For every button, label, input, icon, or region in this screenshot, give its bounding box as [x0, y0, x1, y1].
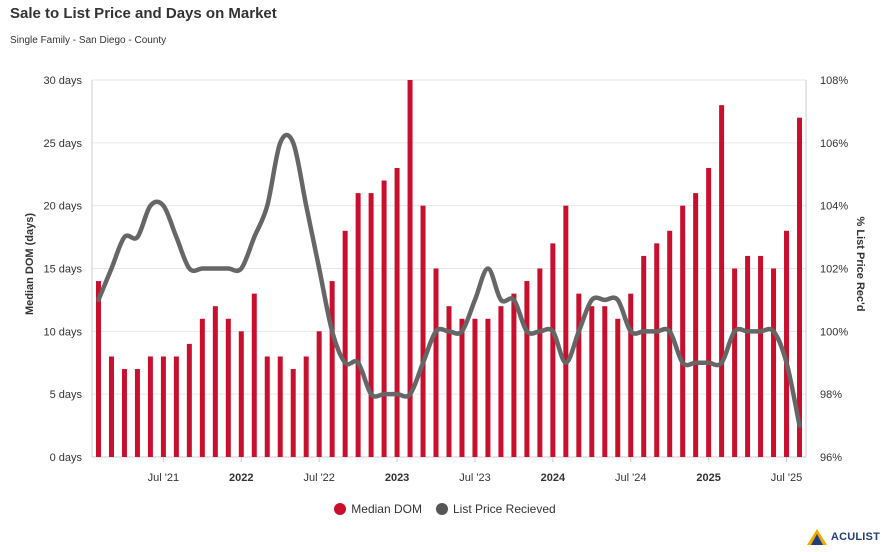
chart-subtitle: Single Family - San Diego - County — [10, 35, 167, 46]
bar-median-dom[interactable] — [524, 281, 530, 457]
bar-median-dom[interactable] — [186, 343, 192, 457]
bar-median-dom[interactable] — [199, 318, 205, 457]
x-tick-label: Jul '23 — [459, 472, 490, 484]
bar-median-dom[interactable] — [446, 306, 452, 457]
bar-median-dom[interactable] — [264, 356, 270, 457]
x-tick-label: 2023 — [385, 472, 409, 484]
right-tick-label: 100% — [820, 326, 848, 338]
bar-median-dom[interactable] — [95, 281, 101, 457]
right-tick-label: 102% — [820, 264, 848, 276]
bar-median-dom[interactable] — [602, 306, 608, 457]
bar-median-dom[interactable] — [381, 180, 387, 458]
legend-item-median-dom[interactable]: Median DOM — [334, 502, 422, 516]
bar-median-dom[interactable] — [537, 268, 543, 458]
line-series — [96, 132, 802, 428]
bar-median-dom[interactable] — [225, 318, 231, 457]
bar-median-dom[interactable] — [485, 318, 491, 457]
bar-median-dom[interactable] — [121, 369, 127, 457]
bar-median-dom[interactable] — [589, 306, 595, 457]
bar-median-dom[interactable] — [563, 205, 569, 457]
legend-item-list-price[interactable]: List Price Recieved — [435, 502, 556, 516]
logo-text: ACULIST — [830, 531, 880, 543]
right-tick-label: 106% — [820, 138, 848, 150]
x-tick-label: 2022 — [229, 472, 253, 484]
bar-median-dom[interactable] — [459, 318, 465, 457]
bar-median-dom[interactable] — [498, 306, 504, 457]
bar-median-dom[interactable] — [303, 356, 309, 457]
right-tick-label: 108% — [820, 75, 848, 87]
bars — [95, 80, 803, 458]
bar-median-dom[interactable] — [576, 293, 582, 457]
bar-median-dom[interactable] — [147, 356, 153, 457]
legend: Median DOM List Price Recieved — [0, 502, 890, 516]
left-tick-label: 15 days — [43, 264, 82, 276]
bar-median-dom[interactable] — [797, 117, 803, 457]
bar-median-dom[interactable] — [667, 230, 673, 457]
bar-median-dom[interactable] — [238, 331, 244, 457]
bar-median-dom[interactable] — [706, 167, 712, 457]
left-axis-title: Median DOM (days) — [24, 213, 36, 315]
right-axis-ticks: 96% 98% 100% 102% 104% 106% 108% — [820, 75, 848, 464]
x-tick-label: 2024 — [541, 472, 566, 484]
line-list-price-received[interactable] — [96, 132, 802, 428]
legend-swatch-line — [435, 503, 448, 515]
x-tick-label: Jul '25 — [771, 472, 802, 484]
left-tick-label: 25 days — [43, 138, 82, 150]
right-tick-label: 98% — [820, 389, 842, 401]
bar-median-dom[interactable] — [628, 293, 634, 457]
x-axis-ticks: Jul '21 2022 Jul '22 2023 Jul '23 2024 Jul '24… — [148, 457, 802, 484]
right-axis-title: % List Price Rec'd — [854, 217, 866, 312]
left-tick-label: 20 days — [43, 201, 82, 213]
bar-median-dom[interactable] — [251, 293, 257, 457]
bar-median-dom[interactable] — [407, 80, 413, 457]
left-tick-label: 5 days — [50, 389, 83, 401]
bar-median-dom[interactable] — [355, 193, 361, 457]
bar-median-dom[interactable] — [173, 356, 179, 457]
bar-median-dom[interactable] — [368, 193, 374, 457]
left-axis-ticks: 0 days 5 days 10 days 15 days 20 days 25 days… — [43, 75, 82, 464]
left-tick-label: 10 days — [43, 326, 82, 338]
legend-label: Median DOM — [351, 502, 422, 516]
bar-median-dom[interactable] — [277, 356, 283, 457]
left-tick-label: 30 days — [43, 75, 82, 87]
bar-median-dom[interactable] — [433, 268, 439, 458]
logo-icon — [806, 529, 827, 545]
bar-median-dom[interactable] — [693, 193, 699, 457]
bar-median-dom[interactable] — [511, 293, 517, 457]
bar-median-dom[interactable] — [108, 356, 114, 457]
chart-svg: 0 days 5 days 10 days 15 days 20 days 25 days… — [24, 75, 866, 484]
right-tick-label: 104% — [820, 201, 848, 213]
bar-median-dom[interactable] — [654, 243, 660, 457]
x-tick-label: Jul '21 — [148, 472, 179, 484]
bar-median-dom[interactable] — [342, 230, 348, 457]
bar-median-dom[interactable] — [134, 369, 140, 457]
bar-median-dom[interactable] — [316, 331, 322, 457]
right-tick-label: 96% — [820, 452, 842, 464]
x-tick-label: Jul '24 — [615, 472, 646, 484]
bar-median-dom[interactable] — [329, 281, 335, 457]
x-tick-label: 2025 — [696, 472, 720, 484]
bar-median-dom[interactable] — [160, 356, 166, 457]
bar-median-dom[interactable] — [615, 318, 621, 457]
bar-median-dom[interactable] — [784, 230, 790, 457]
bar-median-dom[interactable] — [732, 268, 738, 458]
chart-title: Sale to List Price and Days on Market — [10, 5, 277, 22]
bar-median-dom[interactable] — [420, 205, 426, 457]
bar-median-dom[interactable] — [472, 318, 478, 457]
bar-median-dom[interactable] — [745, 255, 751, 457]
aculist-logo: ACULIST — [806, 528, 880, 546]
bar-median-dom[interactable] — [680, 205, 686, 457]
left-tick-label: 0 days — [50, 452, 83, 464]
bar-median-dom[interactable] — [771, 268, 777, 458]
x-tick-label: Jul '22 — [303, 472, 334, 484]
bar-median-dom[interactable] — [212, 306, 218, 457]
bar-median-dom[interactable] — [758, 255, 764, 457]
bar-median-dom[interactable] — [394, 167, 400, 457]
bar-median-dom[interactable] — [290, 369, 296, 457]
bar-median-dom[interactable] — [550, 243, 556, 457]
bar-median-dom[interactable] — [719, 105, 725, 457]
bar-median-dom[interactable] — [641, 255, 647, 457]
legend-label: List Price Recieved — [452, 502, 556, 516]
legend-swatch-bar — [334, 503, 347, 515]
